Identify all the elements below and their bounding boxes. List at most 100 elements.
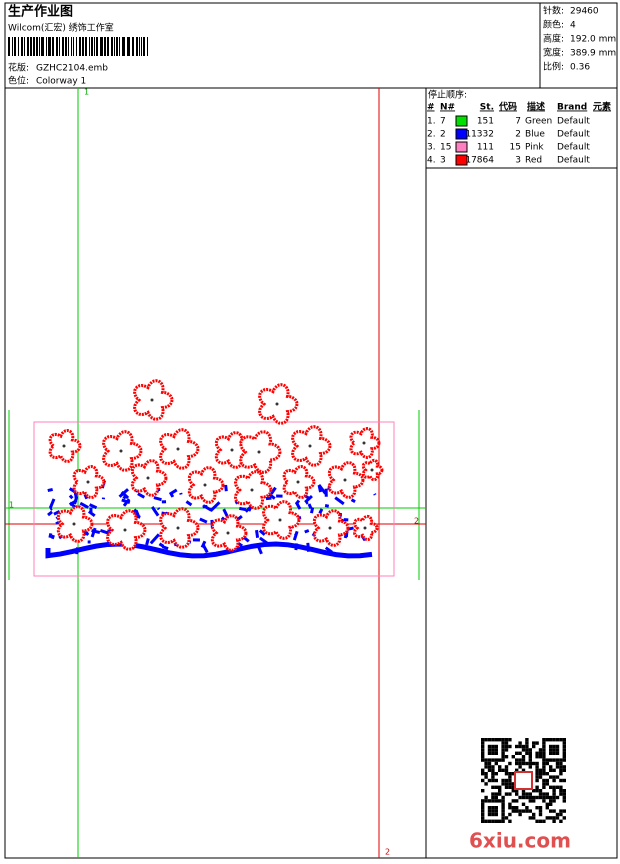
- row-stitches: 11332: [465, 130, 494, 140]
- info-label: 针数:: [543, 5, 564, 17]
- row-code: 2: [515, 130, 521, 140]
- qr-module: [481, 741, 484, 744]
- flower-center: [276, 403, 279, 406]
- row-stitches: 17864: [465, 156, 494, 166]
- bar-stripe: [68, 37, 69, 56]
- qr-module: [559, 769, 562, 772]
- flower-center: [177, 527, 180, 530]
- qr-module: [552, 779, 555, 782]
- qr-module: [525, 748, 528, 751]
- qr-module: [491, 820, 494, 823]
- flower-center: [151, 399, 154, 402]
- qr-module: [505, 779, 508, 782]
- bar-stripe: [27, 37, 29, 56]
- qr-module: [529, 809, 532, 812]
- qr-module: [484, 772, 487, 775]
- qr-module: [539, 755, 542, 758]
- qr-module: [488, 748, 491, 751]
- bar-stripe: [111, 37, 113, 56]
- qr-module: [549, 816, 552, 819]
- qr-module: [539, 809, 542, 812]
- qr-module: [549, 738, 552, 741]
- qr-module: [563, 779, 566, 782]
- qr-module: [542, 762, 545, 765]
- qr-module: [501, 820, 504, 823]
- qr-module: [505, 738, 508, 741]
- bar-stripe: [114, 37, 115, 56]
- row-brand: Default: [557, 143, 590, 153]
- qr-module: [522, 745, 525, 748]
- qr-module: [495, 738, 498, 741]
- flower-center: [329, 527, 332, 530]
- column-header: #: [427, 103, 435, 113]
- qr-module: [563, 752, 566, 755]
- qr-module: [563, 809, 566, 812]
- bar-stripe: [104, 37, 106, 56]
- bar-stripe: [143, 37, 145, 56]
- qr-module: [559, 809, 562, 812]
- qr-module: [488, 738, 491, 741]
- qr-module: [552, 796, 555, 799]
- qr-module: [495, 806, 498, 809]
- qr-module: [484, 782, 487, 785]
- qr-module: [518, 758, 521, 761]
- qr-module: [481, 806, 484, 809]
- mesh-stroke: [325, 506, 329, 507]
- flower-center: [297, 481, 300, 484]
- row-stitches: 151: [477, 117, 494, 127]
- qr-module: [525, 796, 528, 799]
- qr-module: [535, 789, 538, 792]
- qr-module: [488, 806, 491, 809]
- bar-stripe: [65, 37, 67, 56]
- flower-center: [364, 527, 367, 530]
- qr-module: [559, 758, 562, 761]
- qr-module: [552, 758, 555, 761]
- qr-module: [495, 745, 498, 748]
- qr-module: [508, 782, 511, 785]
- qr-module: [559, 738, 562, 741]
- qr-module: [542, 752, 545, 755]
- qr-module: [488, 820, 491, 823]
- qr-module: [495, 762, 498, 765]
- bar-stripe: [122, 37, 125, 56]
- qr-module: [552, 816, 555, 819]
- colorway-label: 色位:: [8, 75, 29, 87]
- bar-stripe: [59, 37, 60, 56]
- qr-module: [508, 772, 511, 775]
- bar-stripe: [127, 37, 130, 56]
- qr-module: [529, 758, 532, 761]
- qr-module: [488, 779, 491, 782]
- bar-stripe: [82, 37, 84, 56]
- qr-module: [518, 745, 521, 748]
- qr-module: [481, 813, 484, 816]
- qr-module: [522, 758, 525, 761]
- qr-module: [515, 745, 518, 748]
- qr-module: [546, 782, 549, 785]
- bar-stripe: [12, 37, 13, 56]
- qr-module: [481, 772, 484, 775]
- bar-stripe: [141, 37, 142, 56]
- mesh-stroke: [375, 494, 376, 495]
- qr-module: [488, 769, 491, 772]
- qr-module: [508, 779, 511, 782]
- qr-module: [488, 758, 491, 761]
- qr-module: [563, 799, 566, 802]
- qr-module: [495, 779, 498, 782]
- qr-module: [518, 741, 521, 744]
- qr-module: [539, 789, 542, 792]
- qr-module: [525, 752, 528, 755]
- qr-module: [546, 758, 549, 761]
- marker-label: 1: [9, 501, 14, 510]
- qr-module: [552, 786, 555, 789]
- qr-module: [498, 789, 501, 792]
- qr-module: [542, 779, 545, 782]
- row-number: 2: [440, 130, 446, 140]
- qr-module: [508, 806, 511, 809]
- qr-module: [488, 799, 491, 802]
- color-swatch: [456, 142, 467, 152]
- qr-module: [508, 786, 511, 789]
- qr-module: [515, 758, 518, 761]
- qr-module: [481, 755, 484, 758]
- title: 生产作业图: [8, 4, 73, 20]
- row-code: 15: [510, 143, 521, 153]
